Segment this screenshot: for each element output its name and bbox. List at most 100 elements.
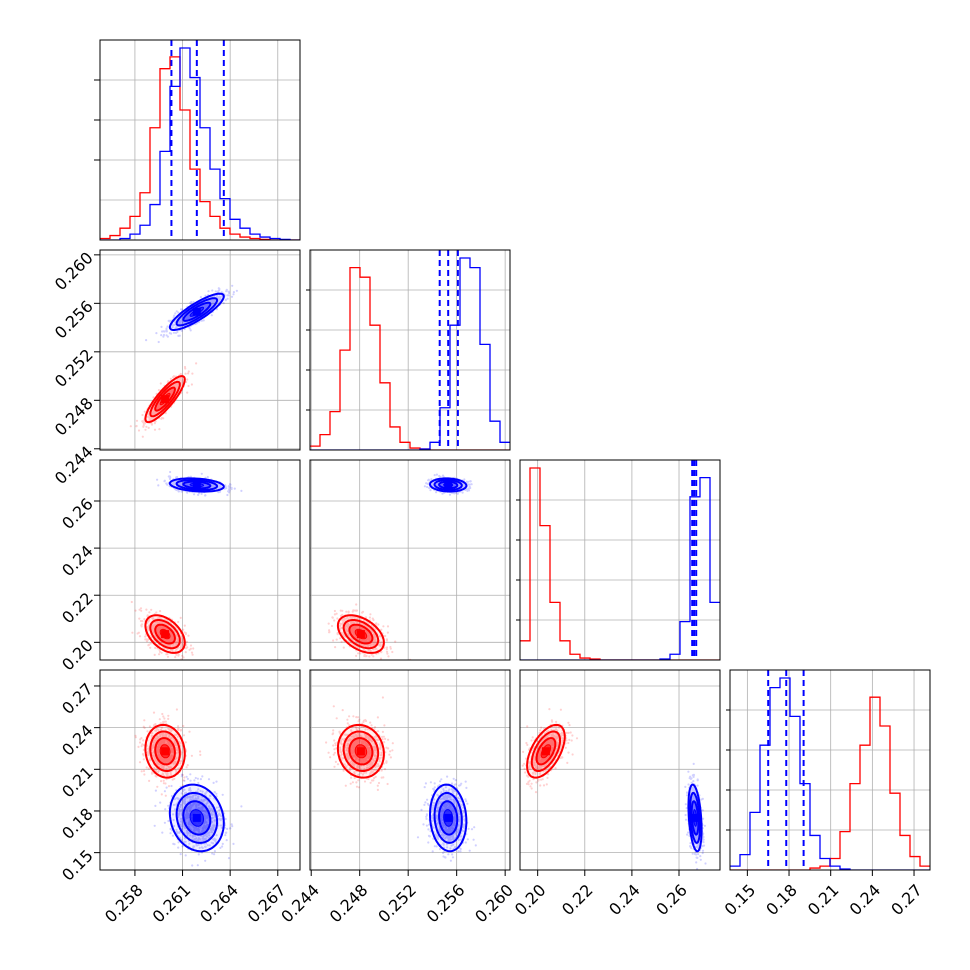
scatter-point: [452, 483, 456, 486]
scatter-point: [441, 474, 445, 477]
scatter-point: [172, 375, 175, 378]
scatter-point: [435, 473, 438, 476]
scatter-point: [140, 624, 143, 627]
scatter-point: [156, 406, 159, 410]
scatter-point: [224, 298, 227, 301]
scatter-point: [428, 486, 431, 490]
scatter-point: [178, 378, 181, 381]
scatter-point: [170, 757, 173, 760]
scatter-point: [153, 724, 156, 727]
scatter-point: [164, 734, 167, 738]
scatter-point: [463, 478, 466, 481]
scatter-point: [212, 299, 215, 302]
scatter-point: [173, 375, 176, 378]
scatter-point: [439, 475, 442, 478]
scatter-point: [219, 297, 222, 300]
scatter-point: [169, 747, 172, 750]
scatter-point: [179, 616, 182, 620]
scatter-point: [152, 412, 155, 416]
scatter-point: [172, 483, 175, 486]
scatter-point: [171, 635, 174, 638]
scatter-point: [169, 390, 173, 393]
scatter-point: [168, 475, 171, 478]
scatter-point: [469, 486, 472, 490]
scatter-point: [169, 470, 172, 474]
scatter-point: [181, 643, 184, 646]
scatter-point: [344, 628, 347, 631]
scatter-point: [187, 483, 190, 486]
scatter-point: [350, 628, 353, 631]
scatter-point: [160, 757, 163, 760]
scatter-point: [210, 299, 213, 302]
scatter-point: [140, 609, 143, 612]
scatter-point: [426, 485, 429, 489]
histogram-step-series-2: [310, 257, 510, 450]
scatter-point: [171, 635, 174, 638]
scatter-point: [230, 487, 233, 491]
scatter-point: [160, 742, 163, 745]
scatter-point: [158, 650, 162, 654]
scatter-point: [148, 417, 151, 420]
scatter-point: [345, 628, 348, 631]
scatter-point: [163, 717, 166, 720]
scatter-point: [181, 643, 184, 646]
scatter-point: [163, 480, 166, 483]
scatter-point: [146, 753, 150, 757]
scatter-point: [140, 623, 144, 626]
scatter-point: [135, 419, 139, 422]
scatter-point: [160, 764, 163, 767]
scatter-point: [207, 290, 210, 293]
scatter-point: [355, 603, 358, 606]
scatter-point: [161, 637, 164, 640]
scatter-point: [362, 639, 365, 642]
scatter-point: [203, 304, 206, 308]
scatter-point: [166, 640, 169, 643]
scatter-point: [168, 744, 171, 748]
scatter-point: [227, 290, 230, 293]
scatter-point: [359, 639, 362, 642]
scatter-point: [200, 472, 203, 475]
scatter-point: [169, 737, 172, 740]
scatter-point: [179, 646, 182, 649]
scatter-point: [345, 625, 348, 628]
scatter-point: [173, 482, 176, 485]
scatter-point: [372, 635, 375, 638]
scatter-point: [215, 308, 218, 311]
scatter-point: [355, 609, 358, 612]
scatter-point: [212, 301, 215, 304]
scatter-point: [172, 482, 175, 485]
scatter-point: [346, 624, 349, 627]
scatter-point: [436, 482, 439, 485]
scatter-point: [204, 303, 207, 307]
scatter-point: [137, 631, 140, 634]
scatter-point: [461, 491, 464, 494]
scatter-point: [169, 757, 172, 760]
scatter-point: [158, 744, 162, 747]
scatter-point: [175, 385, 178, 388]
scatter-point: [435, 483, 438, 486]
scatter-point: [171, 326, 174, 329]
scatter-point: [387, 655, 390, 658]
scatter-point: [353, 616, 357, 619]
scatter-point: [165, 758, 168, 761]
scatter-point: [157, 617, 161, 620]
scatter-point: [151, 627, 154, 630]
scatter-point: [158, 629, 161, 632]
scatter-point: [327, 622, 330, 625]
scatter-point: [211, 289, 214, 292]
scatter-point: [354, 627, 357, 630]
scatter-point: [165, 760, 168, 763]
scatter-point: [360, 639, 363, 642]
scatter-point: [157, 340, 160, 344]
scatter-point: [143, 726, 146, 730]
scatter-point: [339, 609, 342, 612]
scatter-point: [368, 643, 371, 646]
scatter-point: [362, 639, 365, 642]
scatter-point: [158, 743, 161, 746]
scatter-point: [175, 733, 178, 736]
scatter-point: [179, 762, 182, 765]
scatter-point: [160, 651, 163, 654]
scatter-point: [353, 626, 356, 629]
scatter-point: [152, 410, 156, 413]
scatter-point: [170, 744, 173, 748]
